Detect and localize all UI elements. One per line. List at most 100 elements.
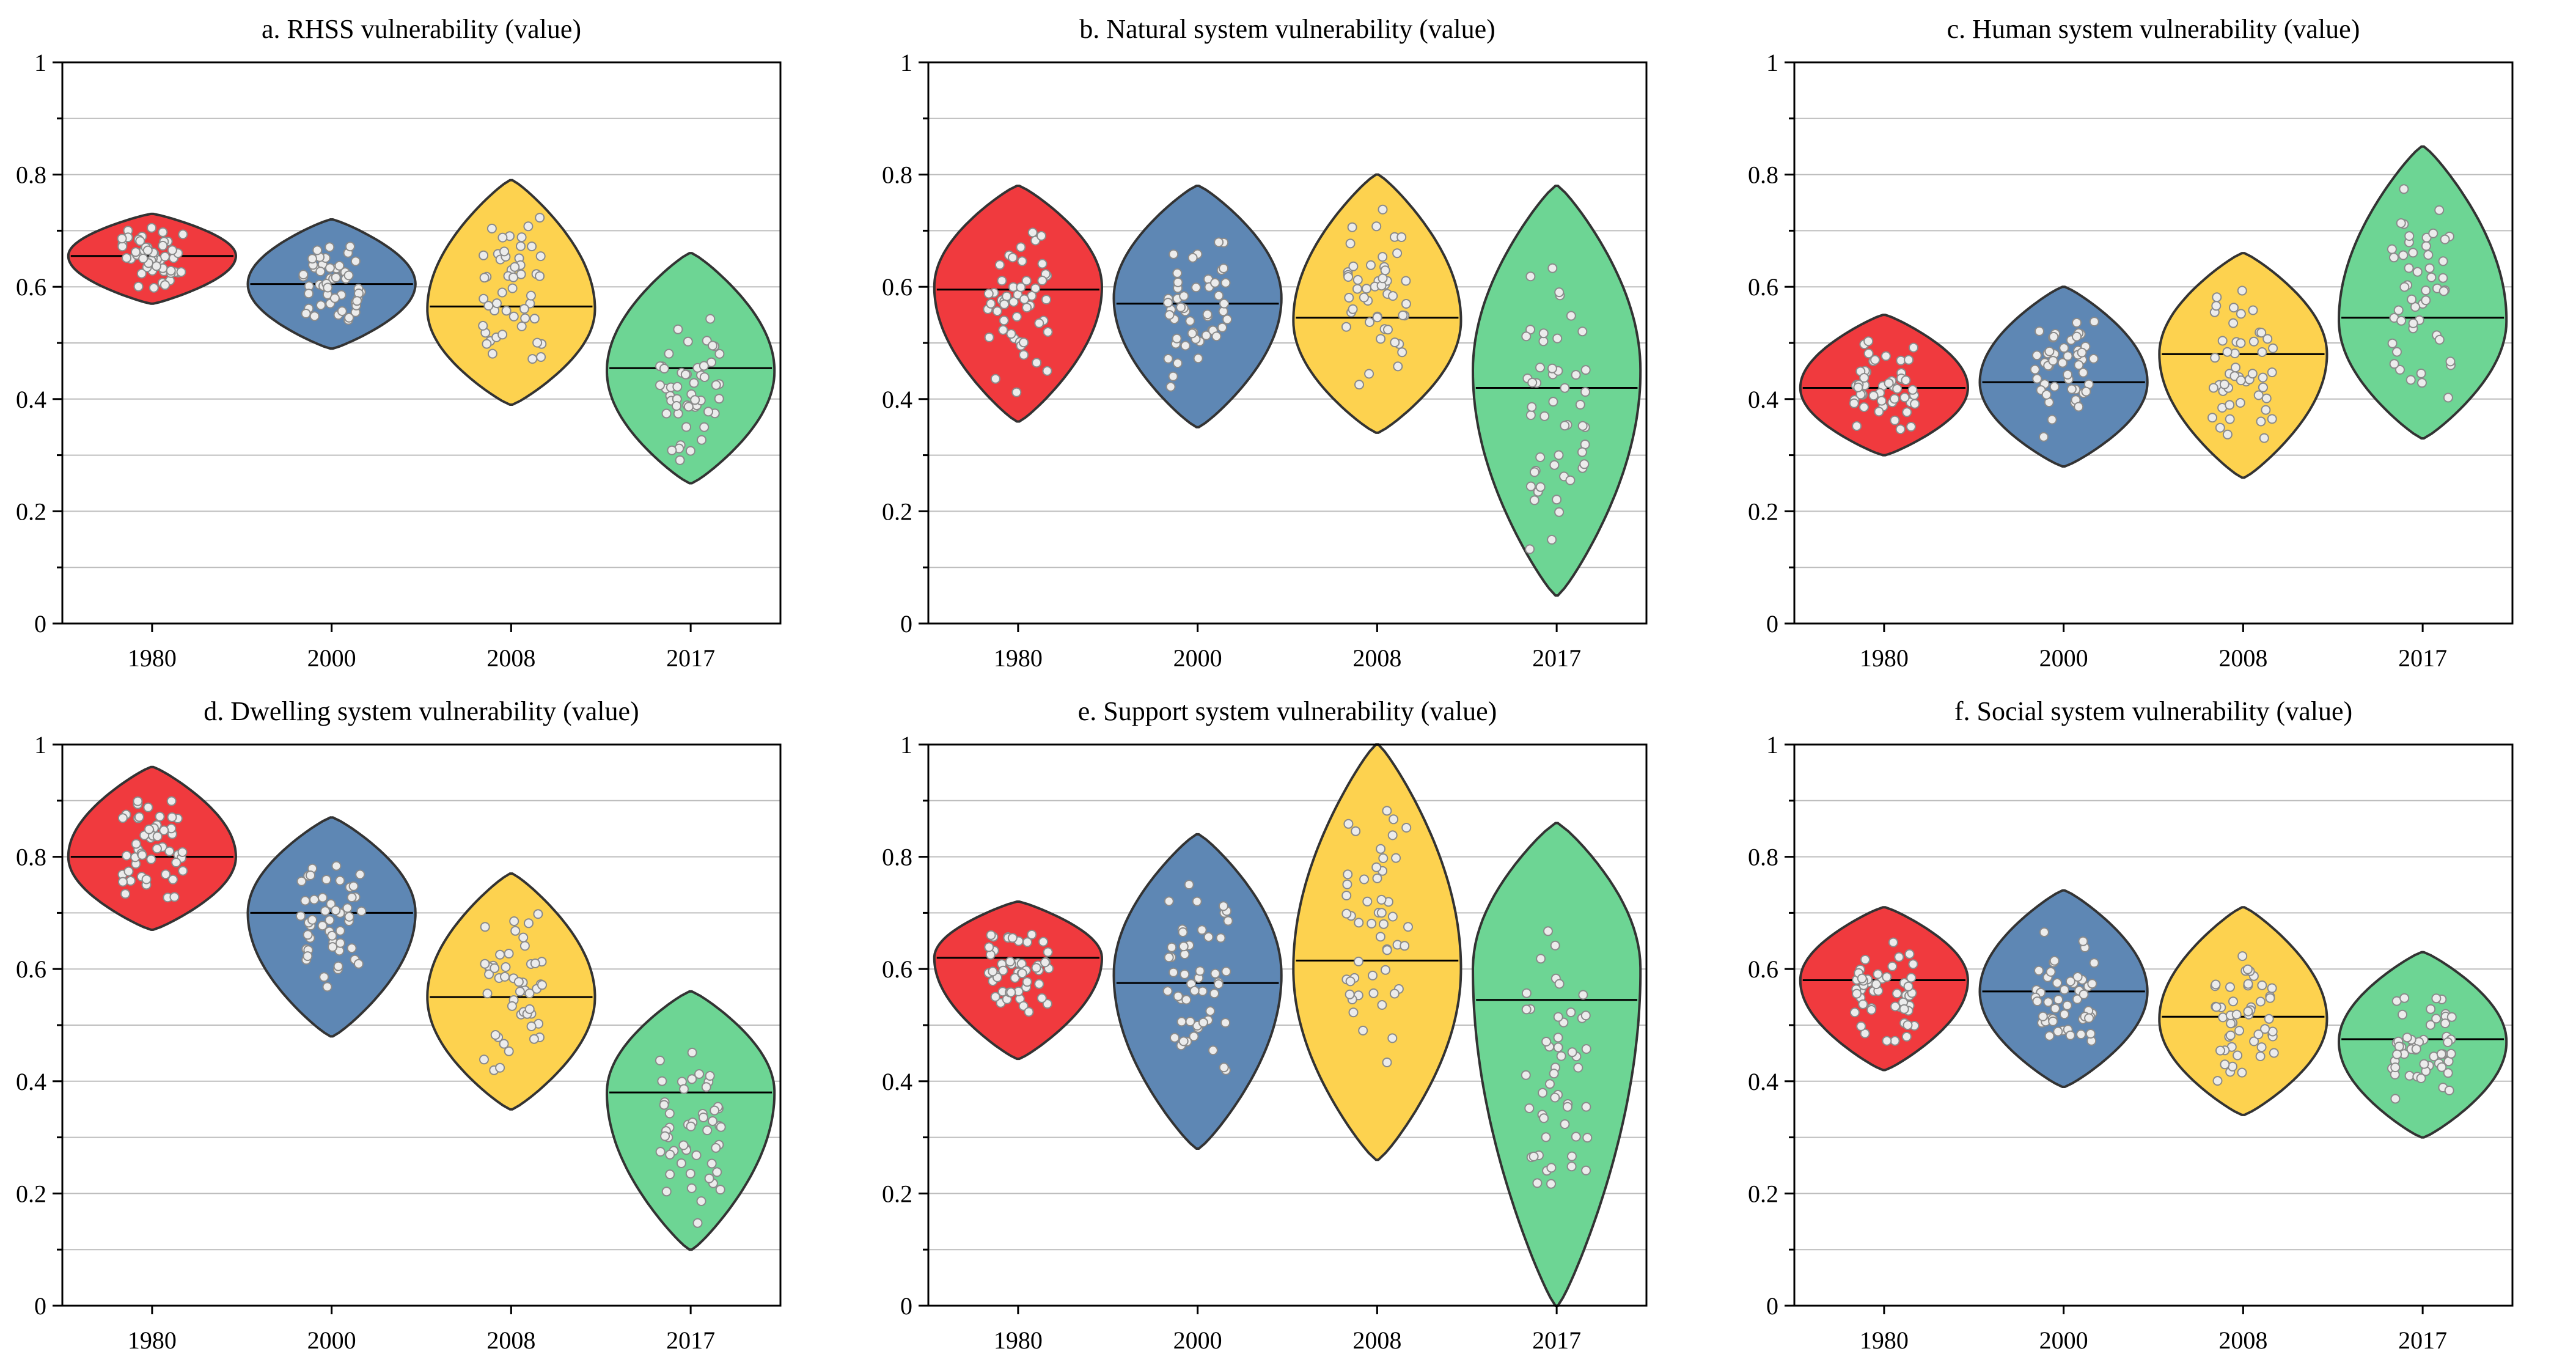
data-point	[1345, 238, 1356, 249]
data-point	[337, 306, 347, 316]
data-point	[2256, 1042, 2267, 1053]
data-point	[2044, 346, 2055, 356]
data-point	[1019, 350, 1029, 360]
y-tick-label: 0	[1766, 1292, 1778, 1320]
data-point	[350, 256, 361, 267]
data-point	[1219, 1062, 1229, 1073]
data-point	[986, 930, 996, 940]
data-point	[1366, 260, 1376, 270]
panel-title: a. RHSS vulnerability (value)	[262, 14, 581, 44]
data-point	[1198, 1017, 1208, 1028]
data-point	[1895, 424, 1906, 435]
data-point	[1401, 276, 1411, 286]
data-point	[697, 435, 706, 445]
data-point	[1341, 908, 1352, 919]
data-point	[1214, 237, 1224, 248]
data-point	[1209, 988, 1219, 999]
data-point	[136, 268, 147, 279]
data-point	[1529, 467, 1539, 477]
violin-2017	[1471, 184, 1642, 597]
data-point	[1173, 277, 1183, 287]
data-point	[2421, 241, 2431, 251]
data-point	[660, 1131, 670, 1141]
data-point	[1890, 415, 1900, 425]
data-point	[2235, 398, 2245, 408]
data-point	[526, 290, 536, 301]
data-point	[2421, 295, 2431, 306]
data-point	[1208, 1045, 1218, 1056]
x-tick-label: 2017	[666, 1326, 715, 1354]
data-point	[169, 892, 180, 902]
data-point	[1521, 988, 1532, 998]
data-point	[1219, 298, 1229, 309]
data-point	[535, 213, 545, 223]
data-point	[679, 1084, 689, 1094]
data-point	[1184, 880, 1194, 890]
violin-2008	[2158, 906, 2328, 1116]
data-point	[524, 918, 534, 929]
data-point	[710, 1105, 720, 1116]
data-point	[2081, 386, 2091, 397]
data-point	[507, 283, 518, 293]
data-point	[1882, 972, 1892, 982]
data-point	[1210, 968, 1220, 979]
data-point	[1220, 278, 1231, 288]
data-point	[1391, 853, 1401, 863]
data-point	[2428, 228, 2438, 238]
data-point	[1368, 970, 1378, 981]
data-point	[2393, 305, 2404, 315]
data-point	[2395, 364, 2405, 375]
data-point	[673, 324, 683, 334]
data-point	[167, 812, 177, 822]
data-point	[1578, 990, 1588, 1000]
data-point	[992, 306, 1002, 317]
data-point	[479, 293, 489, 304]
data-point	[296, 911, 306, 921]
data-point	[2247, 369, 2258, 379]
violin-2008	[426, 872, 596, 1111]
data-point	[2257, 980, 2267, 990]
data-point	[2088, 353, 2099, 364]
data-point	[2412, 267, 2423, 277]
data-point	[1543, 926, 1553, 936]
data-point	[1539, 1113, 1549, 1124]
data-point	[667, 445, 677, 455]
data-point	[1903, 981, 1914, 992]
data-point	[2424, 263, 2435, 273]
data-point	[519, 941, 530, 951]
data-point	[1545, 1079, 1555, 1089]
y-tick-label: 0.2	[16, 1180, 46, 1207]
data-point	[508, 272, 518, 282]
data-point	[2394, 1041, 2404, 1051]
data-point	[1899, 392, 1910, 403]
data-point	[326, 899, 336, 909]
data-point	[296, 876, 307, 886]
data-point	[320, 906, 331, 916]
data-point	[1172, 268, 1183, 278]
x-tick-label: 2017	[2398, 644, 2447, 672]
data-point	[1882, 1036, 1892, 1046]
data-point	[171, 858, 182, 867]
data-point	[2416, 1073, 2426, 1083]
data-point	[2215, 422, 2225, 433]
violin-2008	[1292, 743, 1462, 1161]
data-point	[1892, 384, 1903, 394]
data-point	[2243, 1006, 2253, 1017]
data-point	[999, 299, 1010, 309]
data-point	[687, 1047, 697, 1058]
plot-frame	[61, 61, 782, 625]
data-point	[515, 987, 525, 997]
data-point	[1849, 1007, 1860, 1018]
data-point	[1172, 358, 1183, 369]
y-tick-label: 0.4	[16, 1068, 46, 1095]
y-tick-label: 0.4	[1748, 386, 1778, 413]
data-point	[177, 847, 188, 857]
data-point	[1547, 263, 1558, 273]
data-point	[533, 909, 543, 919]
data-point	[325, 915, 335, 925]
data-point	[1041, 295, 1051, 305]
data-point	[1343, 869, 1353, 880]
data-point	[1538, 328, 1549, 339]
data-point	[1556, 1051, 1566, 1061]
data-point	[166, 265, 176, 276]
